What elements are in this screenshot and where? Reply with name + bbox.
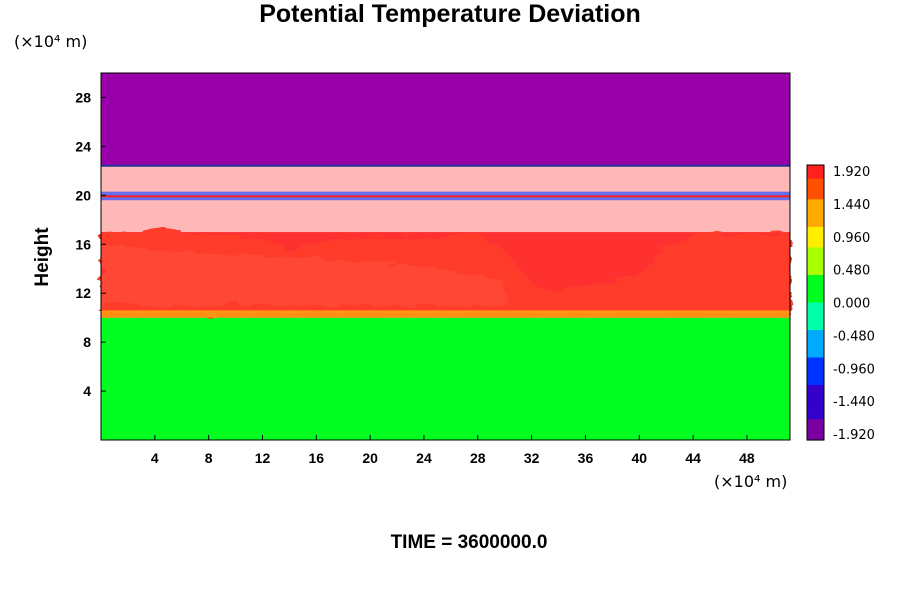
colorbar-cell bbox=[807, 426, 824, 434]
region-0 bbox=[101, 317, 790, 440]
colorbar-label: -1.440 bbox=[833, 395, 875, 410]
colorbar-cell bbox=[807, 398, 824, 407]
colorbar-cell bbox=[807, 281, 824, 290]
colorbar-cell bbox=[807, 405, 824, 414]
y-tick-label: 12 bbox=[75, 285, 91, 301]
x-tick-label: 28 bbox=[470, 450, 486, 466]
colorbar-cell bbox=[807, 357, 824, 365]
region-3 bbox=[101, 73, 790, 166]
colorbar-cell bbox=[807, 178, 824, 187]
colorbar-cell bbox=[807, 226, 824, 235]
colorbar-cell bbox=[807, 220, 824, 228]
colorbar-label: 1.440 bbox=[833, 198, 870, 213]
y-tick-label: 4 bbox=[83, 383, 91, 399]
colorbar-cell bbox=[807, 213, 824, 221]
x-tick-label: 40 bbox=[631, 450, 647, 466]
colorbar-cell bbox=[807, 323, 824, 331]
colorbar-cell bbox=[807, 247, 824, 255]
time-label: TIME = 3600000.0 bbox=[390, 532, 548, 553]
colorbar-label: 0.000 bbox=[833, 297, 870, 312]
colorbar-cell bbox=[807, 309, 824, 317]
colorbar-cell bbox=[807, 419, 824, 427]
y-tick-label: 16 bbox=[75, 236, 91, 252]
turbulent-layer bbox=[101, 230, 790, 314]
colorbar-cell bbox=[807, 391, 824, 400]
colorbar-cell bbox=[807, 336, 824, 345]
colorbar-cell bbox=[807, 316, 824, 324]
y-tick-label: 28 bbox=[75, 89, 91, 105]
x-tick-label: 8 bbox=[205, 450, 213, 466]
x-tick-label: 20 bbox=[362, 450, 378, 466]
colorbar-cell bbox=[807, 350, 824, 359]
colorbar-frame bbox=[806, 164, 825, 441]
colorbar-cell bbox=[807, 268, 824, 276]
colorbar-cell bbox=[807, 206, 824, 214]
y-axis-unit: (×10⁴ m) bbox=[14, 32, 88, 51]
colorbar-label: 0.480 bbox=[833, 264, 870, 279]
colorbar-cell bbox=[807, 302, 824, 310]
colorbar-label: -0.960 bbox=[833, 362, 875, 377]
colorbar-cell bbox=[807, 240, 824, 249]
x-tick-label: 48 bbox=[739, 450, 755, 466]
x-axis-ticks: 4 8 12 16 20 24 28 32 36 40 44 48 bbox=[151, 435, 755, 466]
colorbar-cell bbox=[807, 288, 824, 297]
colorbar-cell bbox=[807, 378, 824, 386]
plot-frame bbox=[100, 72, 791, 441]
x-tick-label: 44 bbox=[685, 450, 701, 466]
colorbar-cell bbox=[807, 295, 824, 304]
colorbar-cell bbox=[807, 199, 824, 207]
thin-line-20 bbox=[101, 195, 790, 198]
colorbar-cell bbox=[807, 233, 824, 242]
heatmap-field bbox=[101, 73, 790, 440]
y-tick-label: 8 bbox=[83, 334, 91, 350]
red-shade bbox=[101, 244, 505, 306]
colorbar-cell bbox=[807, 275, 824, 283]
chart-title: Potential Temperature Deviation bbox=[259, 0, 641, 28]
x-tick-label: 12 bbox=[255, 450, 271, 466]
colorbar-cell bbox=[807, 165, 824, 173]
thin-line-22 bbox=[101, 164, 790, 167]
x-tick-label: 24 bbox=[416, 450, 432, 466]
colorbar-cell bbox=[807, 192, 824, 200]
transition-band bbox=[101, 310, 790, 318]
x-tick-label: 16 bbox=[309, 450, 325, 466]
x-tick-label: 4 bbox=[151, 450, 159, 466]
colorbar: 1.920 1.440 0.960 0.480 0.000 -0.480 -0.960 -1.… bbox=[806, 164, 875, 443]
colorbar-cell bbox=[807, 371, 824, 379]
colorbar-cell bbox=[807, 364, 824, 372]
colorbar-label: 1.920 bbox=[833, 165, 870, 180]
x-axis-unit: (×10⁴ m) bbox=[714, 472, 788, 491]
y-axis-ticks: 4 8 12 16 20 24 28 bbox=[75, 89, 106, 399]
colorbar-cell bbox=[807, 433, 824, 441]
colorbar-label: -1.920 bbox=[833, 428, 875, 443]
colorbar-label: 0.960 bbox=[833, 231, 870, 246]
colorbar-cell bbox=[807, 385, 824, 393]
colorbar-cell bbox=[807, 185, 824, 194]
colorbar-cell bbox=[807, 171, 824, 180]
colorbar-label: -0.480 bbox=[833, 329, 875, 344]
colorbar-cell bbox=[807, 330, 824, 338]
colorbar-cell bbox=[807, 343, 824, 352]
colorbar-cell bbox=[807, 412, 824, 420]
x-tick-label: 32 bbox=[524, 450, 540, 466]
y-tick-label: 24 bbox=[75, 138, 91, 154]
colorbar-cell bbox=[807, 261, 824, 269]
y-tick-label: 20 bbox=[75, 187, 91, 203]
x-tick-label: 36 bbox=[578, 450, 594, 466]
colorbar-cell bbox=[807, 254, 824, 262]
